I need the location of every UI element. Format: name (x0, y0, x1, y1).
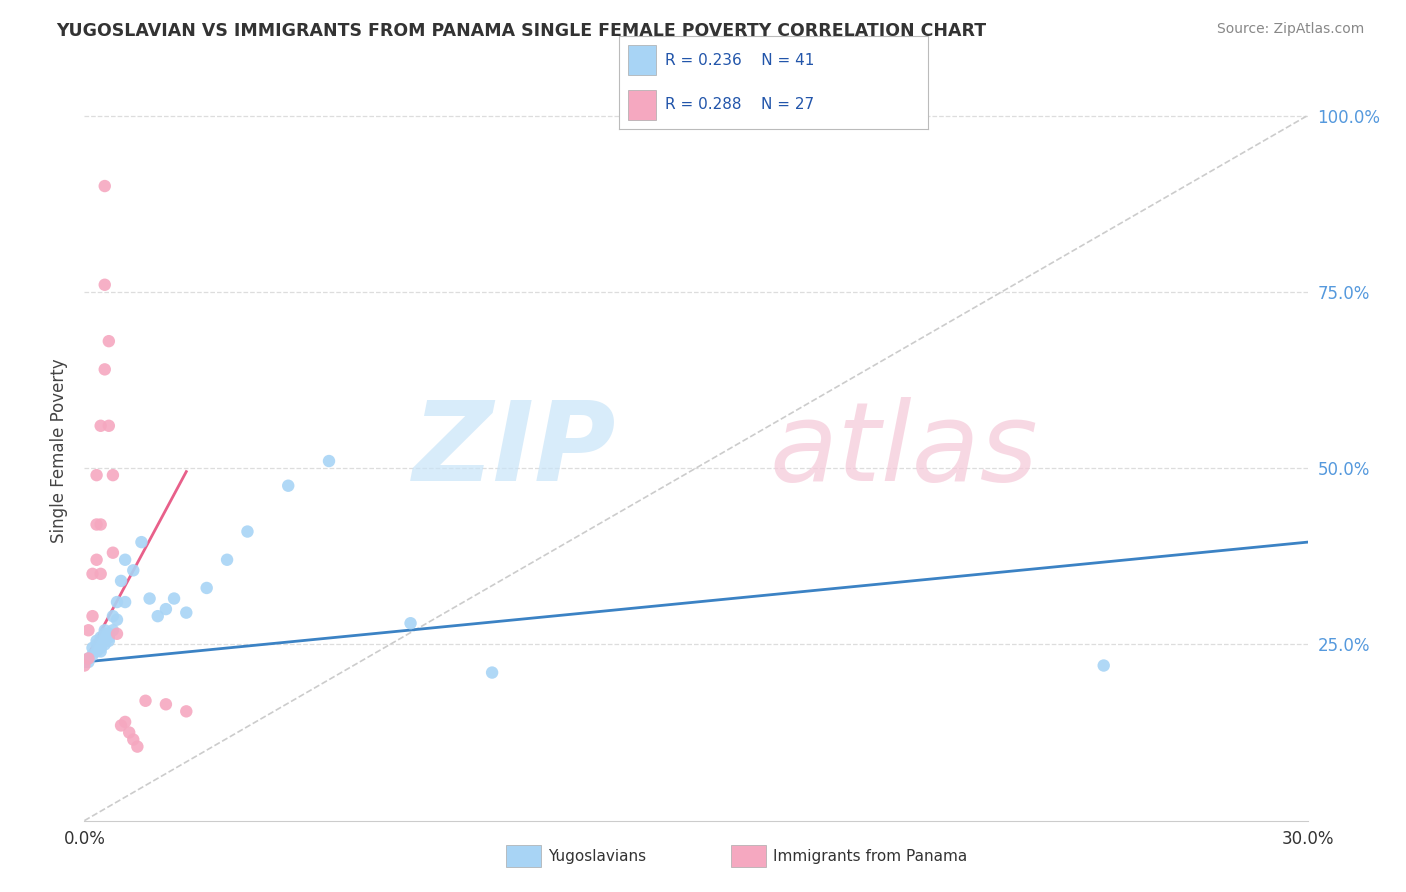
Point (82, 609, 104, 624)
Point (1092, 658, 1115, 673)
Point (101, 546, 124, 560)
Point (217, 553, 239, 567)
Point (82, 648, 104, 662)
Point (86, 644, 108, 658)
Point (73, 655, 96, 669)
Point (110, 718, 132, 732)
Point (146, 609, 169, 624)
Point (90, 418, 112, 433)
Point (114, 553, 136, 567)
Point (97, 627, 120, 641)
Point (86, 637, 108, 651)
Point (122, 563, 145, 577)
Point (97, 633, 120, 648)
Point (77, 624, 100, 638)
Point (318, 454, 340, 468)
Point (86, 633, 108, 648)
Point (127, 739, 149, 754)
Point (97, 334, 120, 348)
Point (481, 665, 503, 680)
Text: Immigrants from Panama: Immigrants from Panama (773, 849, 967, 863)
Point (174, 704, 197, 718)
Point (86, 468, 108, 483)
Point (105, 595, 128, 609)
Bar (628, 45, 655, 75)
Point (110, 574, 132, 588)
Point (93, 362, 115, 376)
Point (93, 624, 115, 638)
Text: Yugoslavians: Yugoslavians (548, 849, 647, 863)
Point (131, 535, 153, 549)
Point (101, 468, 124, 483)
Point (105, 613, 128, 627)
Point (93, 179, 115, 194)
Text: R = 0.288    N = 27: R = 0.288 N = 27 (665, 97, 814, 112)
Point (101, 609, 124, 624)
Point (90, 566, 112, 581)
Point (77, 651, 100, 665)
Text: ZIP: ZIP (413, 397, 616, 504)
Point (174, 606, 197, 620)
Point (90, 637, 112, 651)
Point (122, 732, 145, 747)
Point (155, 698, 177, 712)
Bar (628, 90, 655, 120)
Point (77, 651, 100, 665)
Point (93, 627, 115, 641)
Point (138, 591, 160, 606)
Point (86, 553, 108, 567)
Point (73, 658, 96, 673)
Point (90, 517, 112, 532)
Point (105, 627, 128, 641)
Point (90, 644, 112, 658)
Point (97, 418, 120, 433)
Point (93, 630, 115, 644)
Text: R = 0.236    N = 41: R = 0.236 N = 41 (665, 54, 814, 69)
Point (86, 517, 108, 532)
Text: YUGOSLAVIAN VS IMMIGRANTS FROM PANAMA SINGLE FEMALE POVERTY CORRELATION CHART: YUGOSLAVIAN VS IMMIGRANTS FROM PANAMA SI… (56, 22, 987, 40)
Point (101, 624, 124, 638)
Y-axis label: Single Female Poverty: Single Female Poverty (49, 359, 67, 542)
Point (135, 694, 157, 708)
Point (93, 277, 115, 292)
Point (114, 714, 136, 729)
Point (163, 591, 186, 606)
Point (236, 524, 259, 539)
Text: atlas: atlas (769, 397, 1038, 504)
Point (155, 602, 177, 616)
Point (97, 630, 120, 644)
Point (82, 640, 104, 655)
Point (90, 640, 112, 655)
Point (399, 616, 422, 631)
Point (195, 581, 218, 595)
Point (82, 566, 104, 581)
Point (93, 637, 115, 651)
Point (77, 655, 100, 669)
Point (118, 725, 141, 739)
Point (277, 479, 299, 493)
Text: Source: ZipAtlas.com: Source: ZipAtlas.com (1216, 22, 1364, 37)
Point (114, 595, 136, 609)
Point (90, 630, 112, 644)
